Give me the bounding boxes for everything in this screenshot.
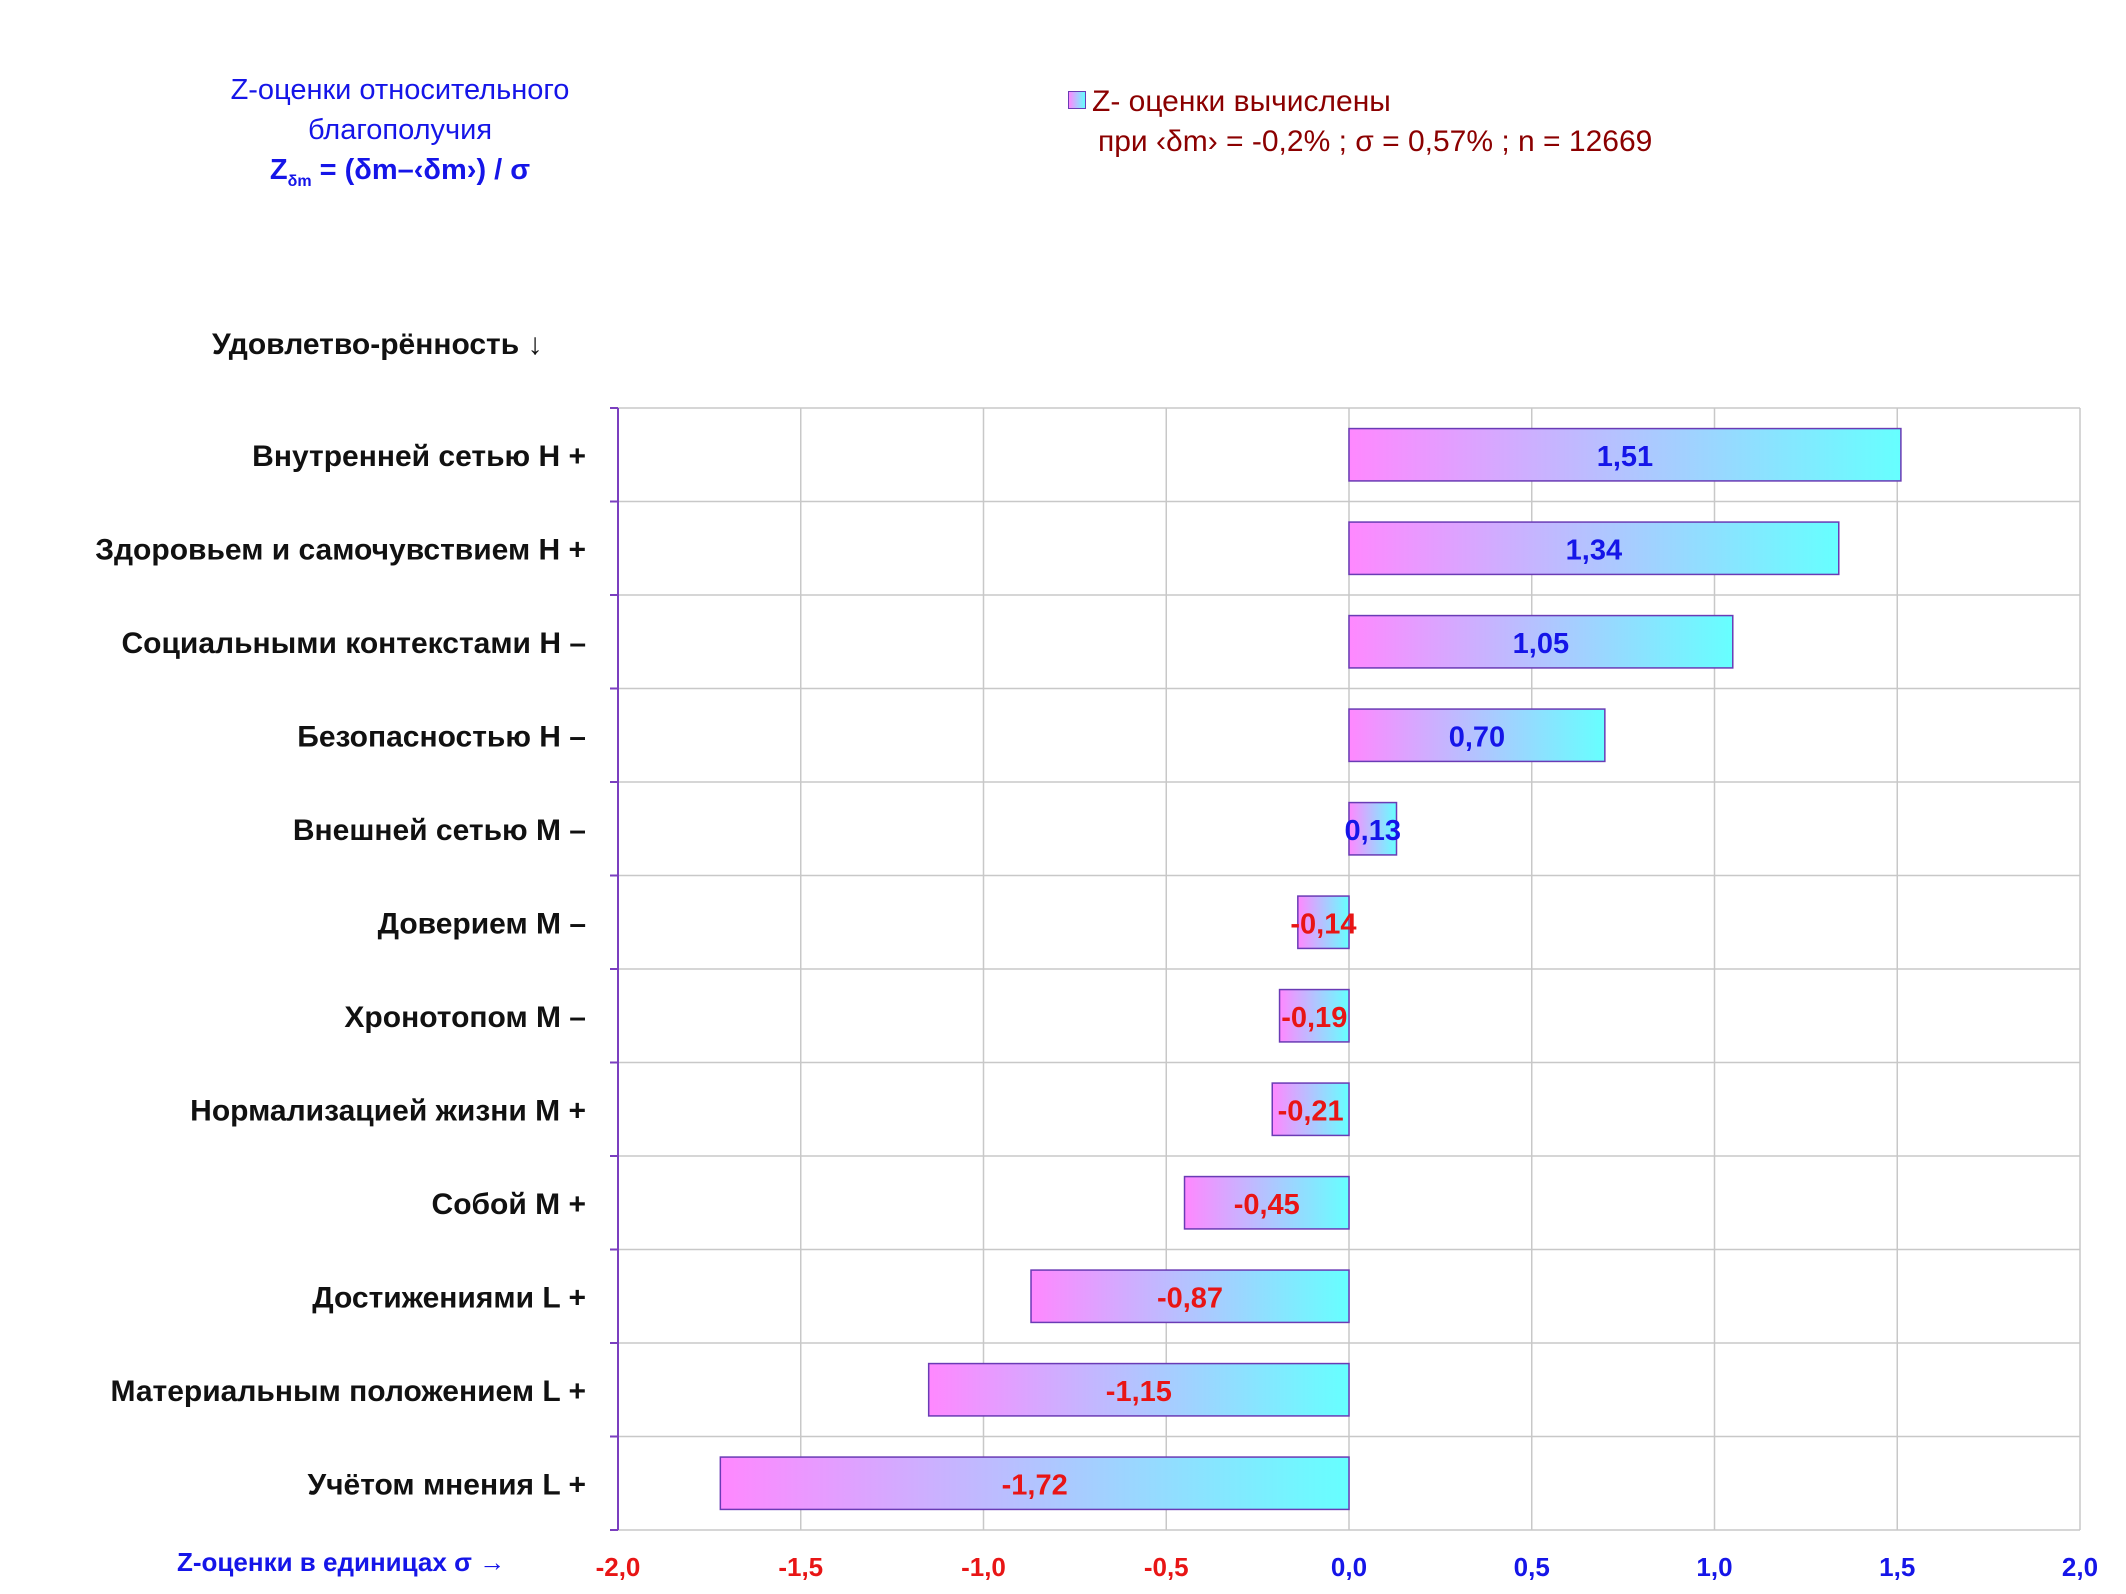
bar-value-label: -0,14 — [1290, 908, 1356, 940]
bar — [927, 1362, 1350, 1417]
bar-value-label: -1,15 — [1106, 1376, 1172, 1408]
bar-value-label: 1,51 — [1597, 441, 1653, 473]
grid — [610, 407, 2081, 1531]
category-label: Социальными контекстами Н – — [121, 627, 586, 660]
bar — [1030, 1269, 1350, 1324]
bar — [1348, 521, 1840, 576]
chart-title: Z-оценки относительного благополучия Zδm… — [140, 70, 660, 202]
x-tick-label: -2,0 — [596, 1552, 641, 1582]
x-tick-label: 0,0 — [1331, 1552, 1367, 1582]
bar-value-label: -0,19 — [1281, 1002, 1347, 1034]
bar — [1348, 708, 1606, 763]
legend-swatch — [1068, 91, 1086, 110]
category-label: Собой М + — [432, 1188, 586, 1221]
category-label: Доверием М – — [378, 907, 586, 940]
x-tick-label: 0,5 — [1514, 1552, 1550, 1582]
title-formula: Zδm = (δm–‹δm›) / σ — [140, 150, 660, 202]
category-label: Хронотопом М – — [344, 1001, 586, 1034]
bar — [1348, 427, 1902, 482]
labels: 1,51 Внутренней сетью Н + 1,34 Здоровьем и … — [95, 440, 2098, 1582]
bar — [1278, 988, 1350, 1043]
legend: Z- оценки вычислены при ‹δm› = -0,2% ; σ… — [1068, 82, 1652, 162]
x-tick-label: -0,5 — [1144, 1552, 1189, 1582]
x-tick-label: -1,0 — [961, 1552, 1006, 1582]
category-label: Материальным положением L + — [110, 1375, 586, 1408]
category-label: Здоровьем и самочувствием Н + — [95, 533, 586, 566]
formula-rest: = (δm–‹δm›) / σ — [311, 154, 531, 186]
formula-subscript: δm — [287, 172, 312, 190]
bar-value-label: -1,72 — [1002, 1469, 1068, 1501]
legend-line-2: при ‹δm› = -0,2% ; σ = 0,57% ; n = 12669 — [1098, 125, 1653, 158]
x-tick-label: 1,0 — [1696, 1552, 1732, 1582]
bar-value-label: 1,34 — [1566, 534, 1622, 566]
bar-value-label: 0,70 — [1449, 721, 1505, 753]
bar — [1297, 895, 1350, 950]
bar — [719, 1456, 1350, 1511]
bar-value-label: -0,45 — [1234, 1189, 1300, 1221]
bar-value-label: 1,05 — [1513, 628, 1569, 660]
formula-z: Z — [269, 154, 288, 186]
category-label: Учётом мнения L + — [307, 1468, 586, 1501]
x-tick-label: 2,0 — [2062, 1552, 2098, 1582]
category-label: Достижениями L + — [312, 1281, 586, 1314]
bar — [1183, 1175, 1350, 1230]
x-tick-label: -1,5 — [778, 1552, 823, 1582]
category-label: Внешней сетью М – — [293, 814, 586, 847]
x-axis-title: Z-оценки в единицах σ → — [177, 1547, 506, 1577]
bar — [1348, 801, 1398, 856]
category-label: Внутренней сетью Н + — [252, 440, 586, 473]
bar-value-label: -0,21 — [1278, 1095, 1344, 1127]
legend-line-1: Z- оценки вычислены — [1092, 85, 1391, 118]
x-tick-label: 1,5 — [1879, 1552, 1915, 1582]
bar — [1348, 614, 1734, 669]
category-label: Нормализацией жизни М + — [190, 1094, 586, 1127]
category-label: Безопасностью Н – — [297, 720, 586, 753]
title-line-1: Z-оценки относительного — [230, 74, 570, 106]
bar-value-label: 0,13 — [1345, 815, 1401, 847]
y-axis-title: Удовлетво-рённость ↓ — [212, 328, 543, 361]
bar — [1271, 1082, 1350, 1137]
title-line-2: благополучия — [307, 114, 493, 146]
bars — [719, 427, 1902, 1511]
bar-value-label: -0,87 — [1157, 1282, 1223, 1314]
